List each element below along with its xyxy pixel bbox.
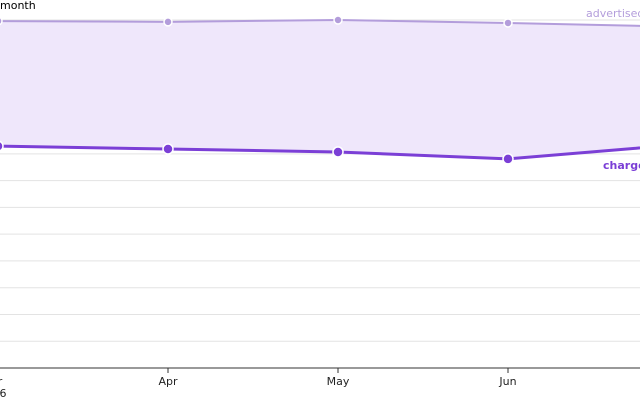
series-label: advertised	[586, 7, 640, 20]
point	[502, 153, 514, 165]
point	[163, 17, 173, 27]
point	[0, 140, 4, 152]
series-label: charge	[603, 159, 640, 172]
point	[162, 143, 174, 155]
x-tick-label: Apr	[158, 375, 178, 388]
x-tick-label: Jun	[498, 375, 516, 388]
band-area	[0, 20, 640, 159]
x-year-label: 6	[0, 387, 7, 400]
point	[333, 15, 343, 25]
point	[503, 18, 513, 28]
axis-title: month	[0, 0, 36, 12]
x-tick-label: r	[0, 375, 3, 388]
point	[332, 146, 344, 158]
x-tick-label: May	[327, 375, 350, 388]
point	[0, 16, 3, 26]
